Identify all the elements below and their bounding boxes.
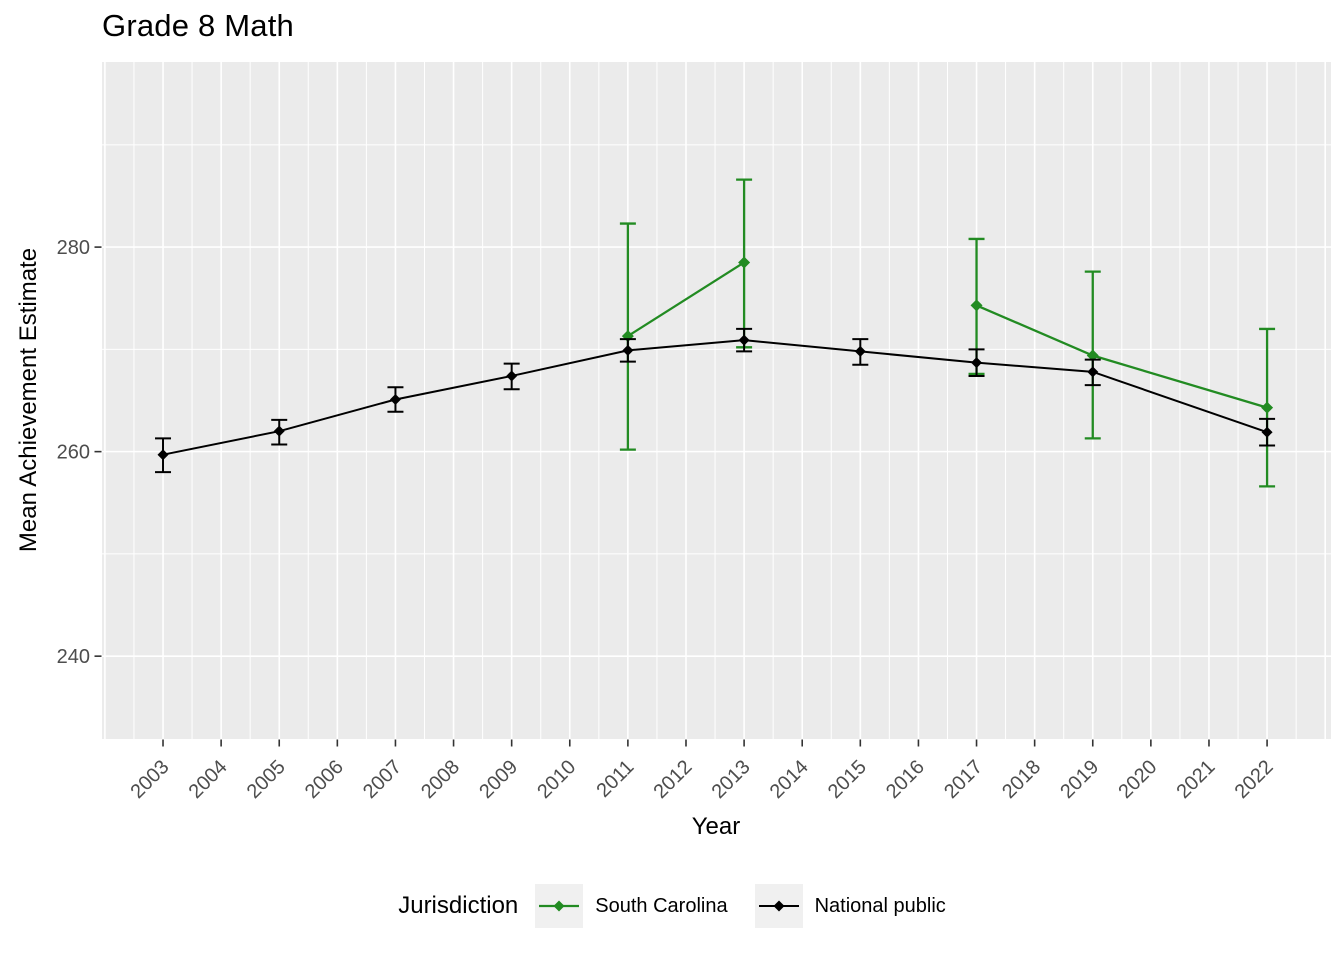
x-tick-label: 2017	[940, 756, 987, 803]
line-point-swatch-icon	[539, 900, 580, 912]
data-point-south-carolina	[1086, 349, 1099, 362]
y-tick-label: 260	[57, 442, 90, 464]
x-tick-label: 2004	[185, 756, 232, 803]
data-point-south-carolina	[738, 256, 751, 269]
legend-item-south-carolina: South Carolina	[535, 884, 728, 928]
legend-item-national-public: National public	[754, 884, 946, 928]
x-tick-label: 2003	[127, 756, 174, 803]
x-tick-label: 2015	[824, 756, 871, 803]
legend-key-south-carolina	[535, 884, 584, 928]
x-tick-label: 2005	[243, 756, 290, 803]
series-line-south-carolina	[627, 261, 745, 338]
legend-title: Jurisdiction	[398, 892, 519, 919]
x-tick-label: 2013	[708, 756, 755, 803]
legend: Jurisdiction South Carolina National pub…	[0, 882, 1344, 930]
x-tick-label: 2011	[592, 756, 638, 802]
x-tick-label: 2008	[417, 756, 464, 803]
legend-label-national-public: National public	[814, 894, 946, 917]
data-point-national-public	[738, 334, 750, 346]
y-tick-label: 240	[57, 646, 90, 668]
panel-background	[102, 62, 1331, 739]
x-tick-label: 2006	[301, 756, 348, 803]
data-point-national-public	[971, 357, 983, 369]
x-tick-label: 2014	[766, 756, 813, 803]
x-tick-label: 2020	[1114, 756, 1161, 803]
data-point-national-public	[1087, 366, 1099, 378]
chart-title: Grade 8 Math	[102, 8, 294, 43]
x-tick-label: 2010	[533, 756, 580, 803]
x-tick-label: 2009	[475, 756, 522, 803]
x-axis-title: Year	[692, 813, 741, 840]
x-tick-label: 2007	[359, 756, 406, 803]
data-point-national-public	[1261, 426, 1273, 438]
x-tick-label: 2021	[1172, 756, 1219, 803]
data-point-south-carolina	[970, 299, 983, 312]
x-tick-label: 2012	[650, 756, 697, 803]
x-tick-label: 2019	[1056, 756, 1103, 803]
data-point-south-carolina	[1261, 401, 1274, 414]
plot-area: 2003 2004 2005 2006 2007 2008 2009 2010 2011 2012…	[15, 62, 1331, 840]
y-tick-label: 280	[57, 237, 90, 259]
data-point-national-public	[854, 345, 866, 357]
y-axis-title: Mean Achievement Estimate	[15, 248, 42, 552]
data-point-national-public	[157, 449, 169, 461]
data-point-national-public	[622, 344, 634, 356]
line-point-swatch-icon	[758, 900, 799, 912]
data-point-national-public	[273, 425, 285, 437]
legend-label-south-carolina: South Carolina	[595, 894, 728, 917]
data-point-national-public	[506, 370, 518, 382]
x-tick-label: 2022	[1231, 756, 1278, 803]
data-point-national-public	[389, 393, 401, 405]
plot-generated-layer: 2003 2004 2005 2006 2007 2008 2009 2010 2011 2012…	[57, 62, 1331, 803]
legend-key-national-public	[754, 884, 803, 928]
x-tick-label: 2018	[998, 756, 1045, 803]
x-tick-label: 2016	[882, 756, 929, 803]
series-line-national-public	[162, 339, 1268, 456]
